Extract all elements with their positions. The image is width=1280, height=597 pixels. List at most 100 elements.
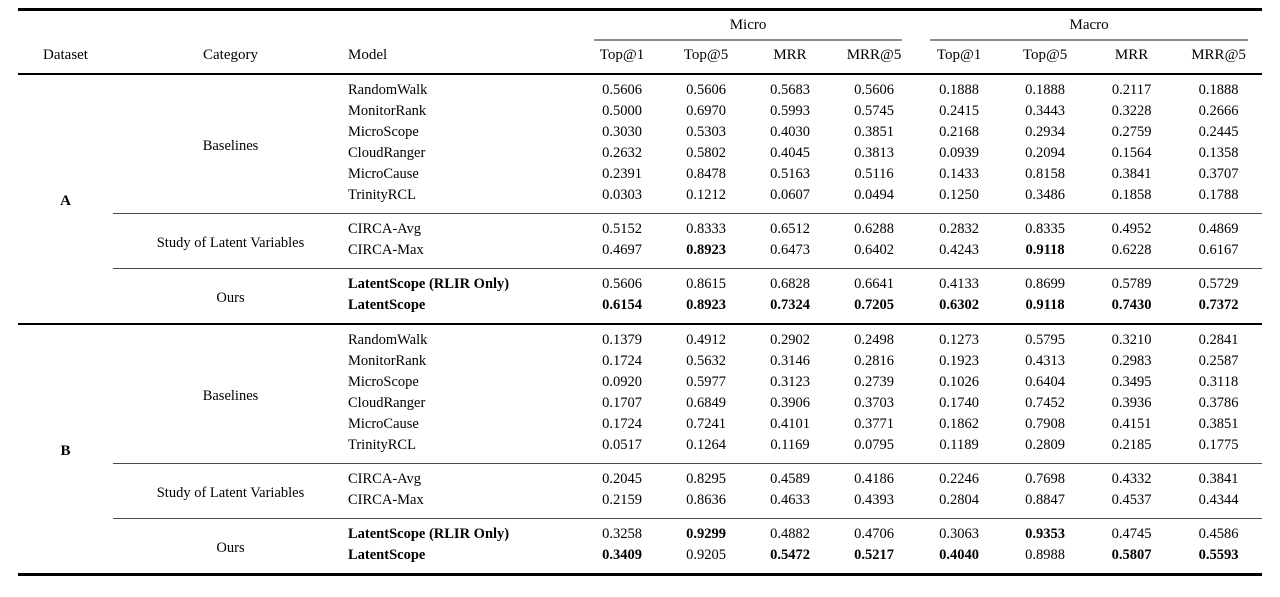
- metric-cell: 0.6512: [748, 212, 832, 240]
- model-cell: TrinityRCL: [348, 436, 416, 453]
- metric-cell: 0.3703: [854, 394, 894, 411]
- metric-cell: 0.2498: [832, 322, 917, 351]
- metric-cell: 0.5789: [1088, 267, 1176, 295]
- metric-cell: 0.4586: [1175, 517, 1263, 545]
- model-cell: MicroScope: [348, 123, 419, 140]
- metric-cell: 0.3841: [1111, 165, 1152, 182]
- metric-cell: 0.4045: [770, 144, 810, 161]
- metric-cell: 0.1724: [602, 352, 642, 369]
- metric-cell: 0.1564: [1111, 144, 1152, 161]
- metric-cell: 0.8333: [664, 212, 748, 240]
- metric-cell: 0.0939: [939, 144, 979, 161]
- metric-cell: 0.4912: [664, 322, 748, 351]
- micro-group-label: Micro: [729, 17, 767, 33]
- metric-cell: 0.0607: [770, 186, 810, 203]
- metric-cell: 0.2983: [1111, 352, 1152, 369]
- macro-group-header: Macro: [916, 10, 1262, 41]
- metric-cell: 0.3786: [1198, 394, 1239, 411]
- model-cell: LatentScope: [348, 296, 426, 313]
- metric-cell: 0.5606: [854, 81, 894, 98]
- metric-cell: 0.1724: [602, 415, 642, 432]
- table-row: A Baselines RandomWalk 0.5606 0.5606 0.5683 0.…: [18, 74, 1262, 209]
- metric-cell: 0.1379: [580, 322, 664, 351]
- model-cell: MicroCause: [348, 415, 419, 432]
- table-row: B Baselines RandomWalk 0.1379 0.4912 0.2902 0.…: [18, 322, 1263, 574]
- metric-cell: 0.1858: [1111, 186, 1152, 203]
- table-row: LatentScope 0.3409 0.9205 0.5472 0.5217 0.404…: [18, 545, 1262, 575]
- metric-cell: 0.0517: [602, 436, 642, 453]
- metric-cell: 0.4313: [1025, 352, 1065, 369]
- micro-top5-header: Top@5: [664, 40, 748, 75]
- dataset-column-header: Dataset: [18, 40, 113, 75]
- category-cell: Study of Latent Variables: [113, 462, 348, 518]
- metric-cell: 0.1273: [916, 322, 1003, 351]
- metric-cell: 0.6473: [770, 241, 810, 258]
- metric-cell: 0.1212: [686, 186, 726, 203]
- macro-mrr5-header: MRR@5: [1175, 40, 1263, 75]
- metric-cell: 0.7430: [1111, 296, 1152, 313]
- metric-cell: 0.5745: [854, 102, 894, 119]
- table-row: CIRCA-Max 0.2159 0.8636 0.4633 0.4393 0.2804 0…: [18, 490, 1262, 519]
- metric-cell: 0.3409: [602, 546, 642, 563]
- model-cell: MonitorRank: [348, 102, 427, 119]
- metric-cell: 0.2246: [916, 462, 1003, 490]
- metric-cell: 0.8988: [1025, 546, 1065, 563]
- metric-cell: 0.2168: [939, 123, 979, 140]
- metric-cell: 0.1788: [1198, 186, 1239, 203]
- model-cell: MonitorRank: [348, 352, 427, 369]
- metric-cell: 0.5606: [580, 267, 664, 295]
- metric-cell: 0.2415: [939, 102, 979, 119]
- metric-cell: 0.2841: [1175, 322, 1263, 351]
- metric-cell: 0.4151: [1111, 415, 1152, 432]
- model-cell: LatentScope: [348, 546, 426, 563]
- model-cell: CIRCA-Avg: [348, 462, 580, 490]
- metric-cell: 0.3841: [1175, 462, 1263, 490]
- metric-cell: 0.7324: [770, 296, 810, 313]
- table-row: CloudRanger 0.1707 0.6849 0.3906 0.3703 0.174…: [18, 393, 1262, 414]
- metric-cell: 0.5000: [602, 102, 642, 119]
- metric-cell: 0.3495: [1111, 373, 1152, 390]
- metric-cell: 0.1740: [939, 394, 979, 411]
- metric-cell: 0.6404: [1025, 373, 1065, 390]
- metric-cell: 0.1888: [939, 81, 979, 98]
- metric-cell: 0.4633: [770, 491, 810, 508]
- metric-cell: 0.2045: [580, 462, 664, 490]
- metric-cell: 0.4344: [1198, 491, 1239, 508]
- metric-cell: 0.5683: [770, 81, 810, 98]
- metric-cell: 0.5993: [770, 102, 810, 119]
- micro-group-rule: [594, 39, 903, 41]
- metric-cell: 0.1888: [1025, 81, 1065, 98]
- metric-cell: 0.5977: [686, 373, 726, 390]
- metric-cell: 0.5606: [686, 81, 726, 98]
- metric-cell: 0.4186: [832, 462, 917, 490]
- macro-top1-header: Top@1: [916, 40, 1003, 75]
- metric-cell: 0.2094: [1025, 144, 1065, 161]
- metric-cell: 0.3771: [854, 415, 894, 432]
- metric-cell: 0.7908: [1025, 415, 1065, 432]
- metric-cell: 0.7372: [1198, 296, 1239, 313]
- model-column-header: Model: [348, 40, 580, 75]
- metric-cell: 0.3228: [1111, 102, 1152, 119]
- metric-cell: 0.2804: [939, 491, 979, 508]
- micro-mrr5-header: MRR@5: [832, 40, 917, 75]
- macro-top5-header: Top@5: [1002, 40, 1089, 75]
- table-row: MonitorRank 0.5000 0.6970 0.5993 0.5745 0.241…: [18, 101, 1262, 122]
- metric-cell: 0.6641: [832, 267, 917, 295]
- metric-cell: 0.6402: [854, 241, 894, 258]
- metric-cell: 0.3906: [770, 394, 810, 411]
- metric-cell: 0.7205: [854, 296, 894, 313]
- metric-cell: 0.2445: [1198, 123, 1239, 140]
- metric-cell: 0.1264: [686, 436, 726, 453]
- category-cell: Study of Latent Variables: [113, 212, 348, 268]
- table-row: CIRCA-Max 0.4697 0.8923 0.6473 0.6402 0.4243 0…: [18, 240, 1262, 269]
- metric-cell: 0.9353: [1002, 517, 1089, 545]
- metric-cell: 0.8295: [664, 462, 748, 490]
- metric-cell: 0.6288: [832, 212, 917, 240]
- metric-cell: 0.7698: [1002, 462, 1089, 490]
- metric-cell: 0.3210: [1088, 322, 1176, 351]
- metric-cell: 0.1433: [939, 165, 979, 182]
- metric-cell: 0.1923: [939, 352, 979, 369]
- metric-cell: 0.6849: [686, 394, 726, 411]
- metric-cell: 0.2632: [602, 144, 642, 161]
